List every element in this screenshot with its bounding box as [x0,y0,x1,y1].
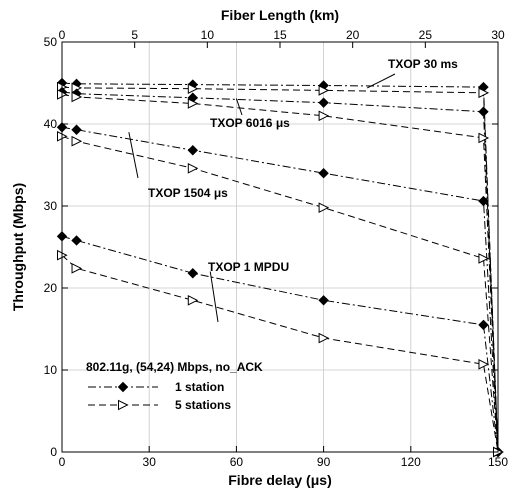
diamond-marker [187,145,199,156]
diamond-marker [478,319,489,331]
legend-title: 802.11g, (54,24) Mbps, no_ACK [86,360,263,374]
annotation-label: TXOP 1 MPDU [208,260,289,274]
top-axis-label: Fiber Length (km) [221,7,339,23]
triangle-marker [71,135,83,147]
x-tick-label: 120 [401,455,421,469]
series-markers [56,77,504,458]
triangle-marker [478,358,490,370]
y-axis-label: Throughput (Mbps) [10,183,26,311]
top-tick-label: 0 [59,28,66,42]
diamond-marker [318,97,329,108]
triangle-marker [318,202,330,213]
diamond-marker [71,235,82,246]
top-tick-label: 5 [131,28,138,42]
annotation-leader [128,132,139,179]
x-tick-label: 60 [230,455,244,469]
annotation-leader [235,98,243,116]
annotation-leader [366,73,396,89]
y-tick-label: 40 [44,117,58,131]
top-tick-label: 10 [201,28,215,42]
diamond-marker [117,381,129,393]
x-tick-label: 0 [59,455,66,469]
top-tick-label: 30 [491,28,505,42]
x-tick-label: 90 [317,455,331,469]
legend: 802.11g, (54,24) Mbps, no_ACK 1 station 5 … [86,360,263,412]
top-tick-label: 15 [273,28,287,42]
top-tick-label: 25 [419,28,433,42]
y-tick-label: 0 [50,445,57,459]
y-tick-label: 50 [44,35,58,49]
triangle-marker [478,87,490,99]
y-tick-label: 30 [44,199,58,213]
annotation-label: TXOP 30 ms [388,57,458,71]
annotations: TXOP 30 ms TXOP 6016 μs TXOP 1504 μs TXOP 1… [128,57,458,323]
diamond-marker [478,106,489,117]
x-tick-label: 30 [143,455,157,469]
diamond-marker [318,295,329,306]
annotation-leader [209,271,219,323]
triangle-marker [318,85,330,96]
annotation-label: TXOP 6016 μs [210,116,290,130]
triangle-marker [187,98,199,109]
triangle-marker [187,294,199,306]
triangle-marker [71,263,83,274]
diamond-marker [318,167,329,179]
diamond-marker [71,124,82,135]
legend-entry: 1 station [175,380,224,394]
y-tick-label: 10 [44,363,58,377]
triangle-marker [71,91,83,103]
diamond-marker [187,268,199,279]
triangle-marker [187,162,199,174]
triangle-marker [478,132,490,144]
legend-entry: 5 stations [175,398,231,412]
diamond-marker [478,195,489,207]
grid-lines [62,42,498,452]
triangle-marker [318,332,330,344]
y-tick-label: 20 [44,281,58,295]
annotation-label: TXOP 1504 μs [148,186,228,200]
triangle-marker [478,253,490,264]
triangle-marker [118,399,129,411]
x-axis-label: Fibre delay (μs) [228,472,331,488]
top-tick-label: 20 [346,28,360,42]
triangle-marker [187,83,199,95]
triangle-marker [318,110,330,122]
x-tick-label: 150 [488,455,508,469]
